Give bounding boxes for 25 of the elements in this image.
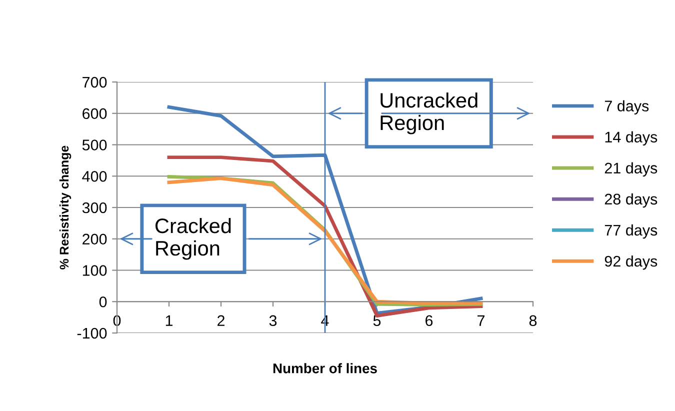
x-tick-label: 1 bbox=[166, 315, 173, 326]
legend-label: 7 days bbox=[604, 100, 649, 114]
y-tick-label: 500 bbox=[82, 140, 107, 150]
annotation: Cracked Region bbox=[156, 218, 231, 260]
legend-label: 92 days bbox=[604, 255, 658, 270]
y-tick-label: -100 bbox=[77, 328, 107, 339]
x-tick-label: 3 bbox=[269, 315, 277, 326]
legend-label: 14 days bbox=[605, 131, 658, 146]
y-tick-label: 300 bbox=[82, 202, 107, 214]
legend-label: 28 days bbox=[604, 193, 658, 208]
x-axis-title: Number of lines bbox=[273, 363, 377, 374]
legend-label: 77 days bbox=[604, 224, 658, 239]
y-tick-label: 700 bbox=[82, 76, 107, 88]
x-tick-label: 2 bbox=[218, 315, 224, 326]
annotation: Uncracked Region bbox=[380, 92, 478, 134]
x-tick-label: 8 bbox=[529, 315, 537, 326]
x-tick-label: 6 bbox=[426, 315, 433, 326]
y-tick-label: 600 bbox=[82, 108, 107, 120]
x-tick-label: 7 bbox=[478, 315, 484, 326]
y-tick-label: 100 bbox=[82, 265, 107, 276]
y-tick-label: 400 bbox=[82, 170, 107, 182]
y-tick-label: 0 bbox=[99, 296, 107, 308]
legend-label: 21 days bbox=[604, 162, 658, 177]
y-tick-label: 200 bbox=[82, 234, 107, 245]
y-axis-title: % Resistivity change bbox=[59, 146, 72, 270]
